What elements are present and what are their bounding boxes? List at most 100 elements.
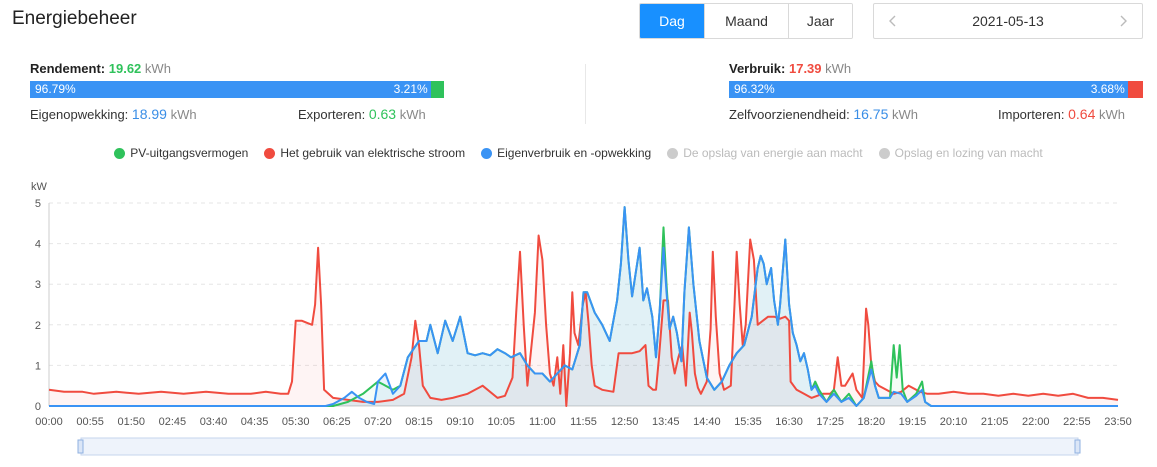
legend-item-storage-charge[interactable]: De opslag van energie aan macht (667, 146, 863, 160)
series-line (49, 206, 1118, 407)
import-value: 0.64 (1068, 106, 1096, 122)
x-tick-label: 16:30 (775, 416, 803, 428)
x-tick-label: 15:35 (734, 416, 762, 428)
x-tick-label: 22:00 (1022, 416, 1050, 428)
x-tick-label: 01:50 (117, 416, 145, 428)
yield-ratio-bar: 96.79% 3.21% (30, 81, 444, 98)
x-tick-label: 06:25 (323, 416, 351, 428)
consumption-ratio-self: 96.32% 3.68% (729, 81, 1128, 98)
legend-item-storage-discharge[interactable]: Opslag en lozing van macht (878, 146, 1043, 160)
tab-month[interactable]: Maand (704, 4, 788, 38)
yield-label: Rendement: (30, 61, 106, 76)
chevron-left-icon[interactable] (886, 14, 900, 28)
y-tick-label: 0 (35, 401, 41, 413)
slider-handle-left[interactable] (77, 439, 84, 454)
legend-label: Opslag en lozing van macht (894, 146, 1043, 160)
y-tick-label: 3 (35, 279, 41, 291)
x-tick-label: 11:55 (570, 416, 597, 428)
x-tick-label: 18:20 (858, 416, 886, 428)
consumption-value: 17.39 (788, 61, 822, 76)
import-label: Importeren: (998, 107, 1065, 122)
legend-dot-icon (481, 147, 493, 159)
date-picker[interactable]: 2021-05-13 (873, 3, 1143, 39)
x-tick-label: 20:10 (940, 416, 968, 428)
import-stat: Importeren: 0.64 kWh (998, 106, 1125, 122)
export-stat: Exporteren: 0.63 kWh (298, 106, 426, 122)
page-title: Energiebeheer (12, 8, 137, 29)
period-selector: Dag Maand Jaar (639, 3, 853, 39)
y-tick-label: 5 (35, 198, 41, 210)
yield-ratio-self-pct: 96.79% (35, 82, 76, 96)
x-tick-label: 13:45 (652, 416, 680, 428)
legend-item-pv-output[interactable]: PV-uitgangsvermogen (114, 146, 248, 160)
energy-chart: kW 00:00 00:55 01:50 02:45 03:40 04:35 05:30 06… (31, 181, 1132, 456)
export-value: 0.63 (368, 106, 397, 122)
consumption-ratio-import (1127, 81, 1143, 98)
x-tick-label: 10:05 (488, 416, 516, 428)
self-generation-unit: kWh (170, 107, 197, 122)
slider-handle-right[interactable] (1074, 439, 1081, 454)
consumption-ratio-self-pct: 96.32% (734, 82, 775, 96)
self-sufficiency-label: Zelfvoorzienendheid: (729, 107, 850, 122)
x-tick-label: 23:50 (1104, 416, 1132, 428)
export-unit: kWh (399, 107, 426, 122)
legend-label: PV-uitgangsvermogen (130, 146, 249, 160)
x-tick-label: 08:15 (405, 416, 433, 428)
x-tick-label: 05:30 (282, 416, 310, 428)
chart-legend: PV-uitgangsvermogen Het gebruik van elek… (0, 146, 1157, 160)
x-tick-label: 17:25 (816, 416, 844, 428)
x-tick-label: 19:15 (899, 416, 927, 428)
import-unit: kWh (1098, 107, 1125, 122)
yield-ratio-export (430, 81, 444, 98)
legend-dot-icon (667, 147, 679, 159)
consumption-ratio-bar: 96.32% 3.68% (729, 81, 1143, 98)
slider-track[interactable] (80, 437, 1079, 456)
yield-summary: Rendement: 19.62 kWh (30, 61, 171, 76)
self-sufficiency-unit: kWh (892, 107, 918, 122)
x-tick-label: 04:35 (241, 416, 269, 428)
x-tick-label: 12:50 (611, 416, 639, 428)
x-tick-label: 14:40 (693, 416, 721, 428)
x-tick-label: 00:55 (76, 416, 104, 428)
legend-item-electricity-use[interactable]: Het gebruik van elektrische stroom (264, 146, 465, 160)
consumption-summary: Verbruik: 17.39 kWh (729, 61, 851, 76)
legend-label: De opslag van energie aan macht (683, 146, 863, 160)
legend-dot-icon (264, 147, 276, 159)
legend-item-self-consumption[interactable]: Eigenverbruik en -opwekking (481, 146, 651, 160)
x-tick-label: 22:55 (1063, 416, 1091, 428)
legend-label: Het gebruik van elektrische stroom (280, 146, 466, 160)
x-tick-label: 00:00 (35, 416, 63, 428)
tab-year[interactable]: Jaar (788, 4, 852, 38)
x-tick-label: 09:10 (446, 416, 474, 428)
x-tick-label: 21:05 (981, 416, 1009, 428)
self-generation-label: Eigenopwekking: (30, 107, 129, 122)
yield-value: 19.62 (108, 61, 142, 76)
tab-day[interactable]: Dag (640, 4, 704, 38)
x-tick-label: 07:20 (364, 416, 392, 428)
yield-ratio-self: 96.79% 3.21% (30, 81, 431, 98)
self-sufficiency: Zelfvoorzienendheid: 16.75 kWh (729, 106, 918, 122)
self-generation: Eigenopwekking: 18.99 kWh (30, 106, 197, 122)
stats-divider (585, 64, 586, 124)
y-tick-label: 2 (35, 320, 41, 332)
y-tick-label: 4 (35, 239, 41, 251)
x-tick-label: 03:40 (200, 416, 228, 428)
consumption-ratio-import-pct: 3.68% (1090, 82, 1125, 96)
x-tick-label: 11:00 (529, 416, 556, 428)
legend-dot-icon (114, 147, 126, 159)
y-axis-label: kW (31, 181, 48, 193)
consumption-unit: kWh (825, 61, 852, 76)
selected-date[interactable]: 2021-05-13 (972, 13, 1044, 29)
x-tick-label: 02:45 (159, 416, 187, 428)
legend-dot-icon (878, 147, 890, 159)
zoom-slider[interactable] (77, 437, 1081, 456)
legend-label: Eigenverbruik en -opwekking (497, 146, 652, 160)
self-generation-value: 18.99 (131, 106, 167, 122)
series-area (49, 235, 1118, 406)
yield-ratio-export-pct: 3.21% (393, 82, 428, 96)
yield-unit: kWh (144, 61, 171, 76)
export-label: Exporteren: (298, 107, 366, 122)
series-line (48, 234, 1119, 407)
chevron-right-icon[interactable] (1116, 14, 1130, 28)
consumption-label: Verbruik: (729, 61, 786, 76)
